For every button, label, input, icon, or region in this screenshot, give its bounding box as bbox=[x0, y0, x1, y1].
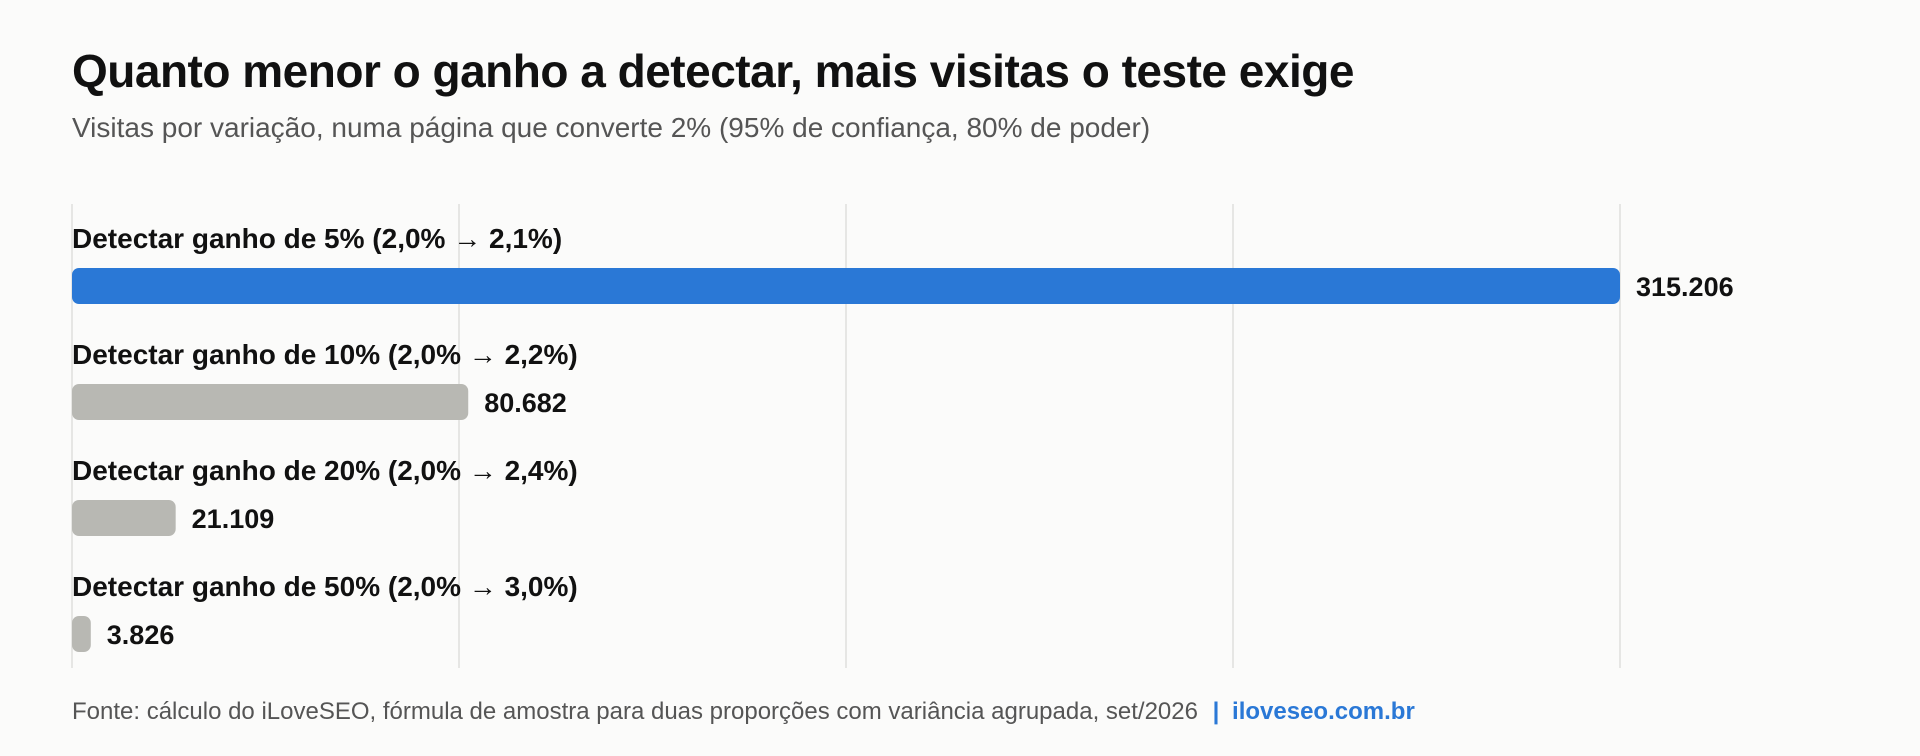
category-label: Detectar ganho de 5% (2,0% → 2,1%) bbox=[72, 223, 562, 254]
bars-layer: Detectar ganho de 5% (2,0% → 2,1%) 315.20… bbox=[72, 223, 1734, 652]
value-label: 21.109 bbox=[192, 504, 275, 534]
bar bbox=[72, 384, 469, 420]
footer-separator: | bbox=[1212, 698, 1220, 725]
value-label: 315.206 bbox=[1636, 272, 1734, 302]
bar bbox=[72, 268, 1620, 304]
value-label: 3.826 bbox=[107, 620, 175, 650]
bar bbox=[72, 616, 91, 652]
chart-subtitle: Visitas por variação, numa página que co… bbox=[72, 112, 1151, 143]
value-label: 80.682 bbox=[484, 388, 567, 418]
bar bbox=[72, 500, 176, 536]
chart-footer: Fonte: cálculo do iLoveSEO, fórmula de a… bbox=[72, 698, 1415, 726]
site-link[interactable]: iloveseo.com.br bbox=[1232, 698, 1415, 725]
source-note: Fonte: cálculo do iLoveSEO, fórmula de a… bbox=[72, 698, 1198, 725]
chart-title: Quanto menor o ganho a detectar, mais vi… bbox=[72, 45, 1354, 97]
category-label: Detectar ganho de 20% (2,0% → 2,4%) bbox=[72, 455, 578, 486]
category-label: Detectar ganho de 10% (2,0% → 2,2%) bbox=[72, 339, 578, 370]
category-label: Detectar ganho de 50% (2,0% → 3,0%) bbox=[72, 571, 578, 602]
bar-chart: Detectar ganho de 5% (2,0% → 2,1%) 315.20… bbox=[71, 204, 1734, 668]
